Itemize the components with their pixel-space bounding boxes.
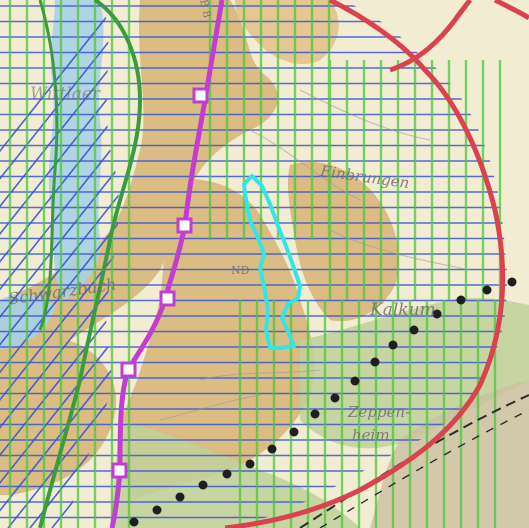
diagonal-hatch-line [0,0,119,528]
black-dot-icon [267,444,277,454]
diagonal-hatch-line [0,0,119,528]
forest-areas [110,297,529,528]
diagonal-hatch-line [0,0,119,528]
square-marker-icon[interactable] [192,87,209,104]
black-dot-icon [152,505,162,515]
black-dot-icon [456,295,466,305]
diagonal-hatch-line [0,0,119,528]
black-dot-icon [350,376,360,386]
black-dot-icon [175,492,185,502]
boundary-spur [389,0,473,73]
square-marker-icon[interactable] [111,462,128,479]
diagonal-hatch-line [0,0,119,528]
square-marker-icon[interactable] [159,290,176,307]
square-marker-icon[interactable] [120,361,137,378]
boundary-spur-2 [493,0,529,21]
diagonal-hatch-line [0,0,119,528]
black-dot-icon [198,480,208,490]
black-dot-icon [482,285,492,295]
black-dot-icon [289,427,299,437]
black-dot-icon [409,325,419,335]
black-dot-icon [370,357,380,367]
black-dot-icon [432,309,442,319]
road-network [159,89,471,421]
nature-reserve-outline-2 [38,0,59,331]
label-kalkum: Kalkum [370,300,436,320]
diagonal-hatch-line [0,0,119,528]
black-dot-icon [222,469,232,479]
black-dot-icon [507,277,517,287]
route-markers [111,87,209,479]
label-zeppenheim-1: Zeppen- [348,403,411,421]
black-dot-icon [388,340,398,350]
black-dot-icon [330,393,340,403]
boundary-ring [224,0,506,528]
nature-reserve-outline [38,0,143,528]
green-hatch-vertical [8,0,502,528]
label-area-code: ND [231,264,250,277]
label-wittlaer: Wittlaer [30,84,101,104]
label-zeppenheim-2: heim [352,426,390,444]
dotted-boundary [129,277,517,527]
square-marker-icon[interactable] [176,217,193,234]
black-dot-icon [310,409,320,419]
diagonal-hatch-line [0,0,119,528]
diagonal-hatch-line [0,0,119,528]
black-dot-icon [129,517,139,527]
black-dot-icon [245,459,255,469]
highlighted-parcel[interactable] [242,174,302,350]
diagonal-hatch-line [0,0,119,528]
